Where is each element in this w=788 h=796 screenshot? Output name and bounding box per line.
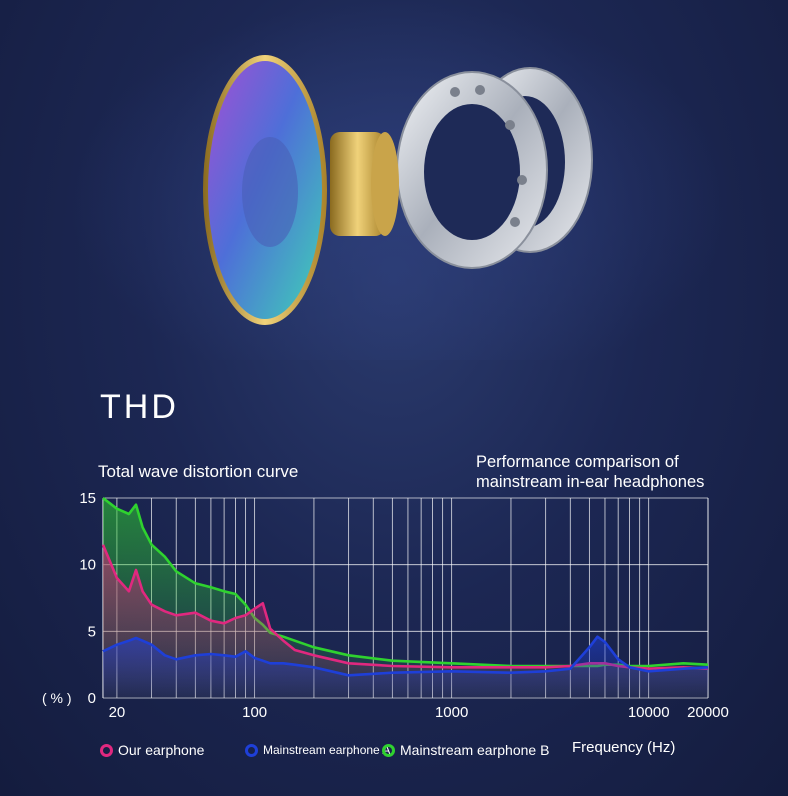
legend-ring-icon (382, 743, 395, 757)
driver-illustration (70, 0, 730, 360)
y-tick-label: 5 (88, 623, 96, 640)
series-line-1 (102, 635, 709, 677)
subtitle-line-1: Performance comparison of (476, 453, 679, 471)
x-tick-label: 20000 (687, 704, 729, 718)
legend-label: Mainstream earphone A (263, 743, 391, 757)
y-tick-label: 10 (79, 557, 96, 574)
page-title: THD (100, 388, 179, 426)
x-tick-label: 100 (242, 704, 267, 718)
x-axis-label-unit: (Hz) (647, 739, 676, 756)
voice-coil (330, 132, 399, 236)
legend-item-earphone-b: Mainstream earphone B (382, 742, 549, 758)
chart-subtitle: Performance comparison of mainstream in-… (476, 452, 736, 492)
chart-title: Total wave distortion curve (98, 462, 299, 481)
series-area-1 (103, 636, 708, 698)
magnet-ring-front (396, 71, 548, 269)
legend-label: Our earphone (118, 742, 205, 758)
legend-ring-icon (245, 743, 258, 757)
legend-item-earphone-a: Mainstream earphone A (245, 743, 390, 757)
x-tick-label: 1000 (435, 704, 468, 718)
y-tick-label: 0 (88, 690, 96, 707)
subtitle-line-2: mainstream in-ear headphones (476, 473, 705, 491)
legend-ring-icon (100, 743, 113, 757)
y-tick-label: 15 (79, 490, 96, 507)
x-tick-label: 10000 (628, 704, 670, 718)
x-axis-label: Frequency (Hz) (572, 739, 675, 756)
x-tick-label: 20 (109, 704, 126, 718)
legend-item-our-earphone: Our earphone (100, 742, 204, 758)
y-axis-label: ( % ) (42, 690, 72, 706)
x-axis-label-text: Frequency (572, 739, 643, 756)
legend-label: Mainstream earphone B (400, 742, 550, 758)
diaphragm (203, 55, 327, 325)
thd-chart: 0 5 10 15 ( % ) 20 100 1000 10000 20000 (42, 490, 729, 718)
